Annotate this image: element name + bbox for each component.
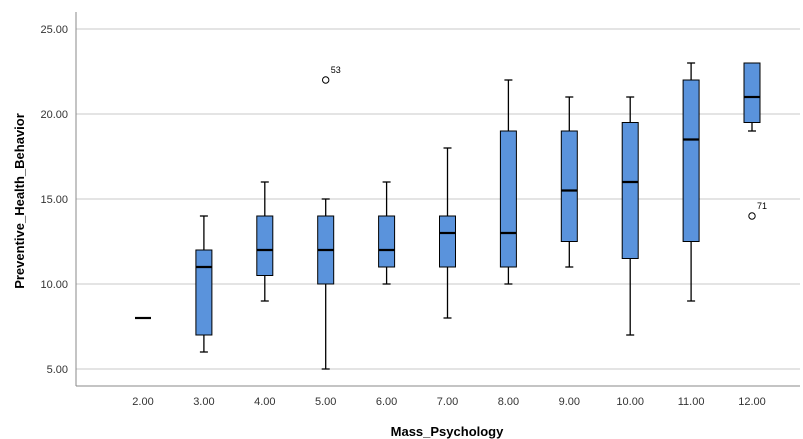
x-axis-title: Mass_Psychology bbox=[391, 424, 504, 439]
x-tick-label: 10.00 bbox=[616, 396, 644, 408]
iqr-box bbox=[439, 215, 456, 268]
x-tick-label: 3.00 bbox=[193, 396, 214, 408]
box-group bbox=[560, 96, 578, 268]
x-tick-label: 2.00 bbox=[132, 396, 153, 408]
box-group bbox=[256, 181, 274, 302]
iqr-box bbox=[621, 122, 639, 259]
x-tick-label: 7.00 bbox=[437, 396, 458, 408]
y-tick-label: 15.00 bbox=[40, 194, 68, 206]
box-group bbox=[499, 79, 517, 285]
x-tick-label: 11.00 bbox=[678, 396, 705, 408]
outlier-label: 71 bbox=[757, 201, 767, 211]
x-tick-label: 8.00 bbox=[498, 396, 519, 408]
iqr-box bbox=[195, 249, 213, 336]
box-group bbox=[621, 96, 639, 336]
box-group bbox=[378, 181, 396, 285]
box-group bbox=[743, 62, 761, 132]
outlier-point bbox=[748, 212, 756, 220]
y-tick-label: 25.00 bbox=[40, 24, 68, 36]
iqr-box bbox=[499, 130, 517, 268]
y-tick-label: 20.00 bbox=[40, 109, 68, 121]
iqr-box bbox=[560, 130, 578, 242]
box-group bbox=[439, 147, 456, 319]
outlier-label: 53 bbox=[331, 65, 341, 75]
box-group bbox=[195, 215, 213, 353]
iqr-box bbox=[743, 62, 761, 123]
y-tick-label: 5.00 bbox=[47, 364, 68, 376]
iqr-box bbox=[256, 215, 274, 276]
iqr-box bbox=[378, 215, 396, 268]
box-group bbox=[682, 62, 700, 302]
x-tick-label: 9.00 bbox=[559, 396, 580, 408]
x-tick-label: 5.00 bbox=[315, 396, 336, 408]
x-tick-label: 4.00 bbox=[254, 396, 275, 408]
x-tick-label: 6.00 bbox=[376, 396, 397, 408]
outlier-point bbox=[322, 76, 330, 84]
box-group bbox=[317, 198, 335, 370]
y-tick-label: 10.00 bbox=[40, 279, 68, 291]
y-axis-title: Preventive_Health_Behavior bbox=[12, 113, 27, 289]
x-tick-label: 12.00 bbox=[738, 396, 766, 408]
iqr-box bbox=[682, 79, 700, 242]
